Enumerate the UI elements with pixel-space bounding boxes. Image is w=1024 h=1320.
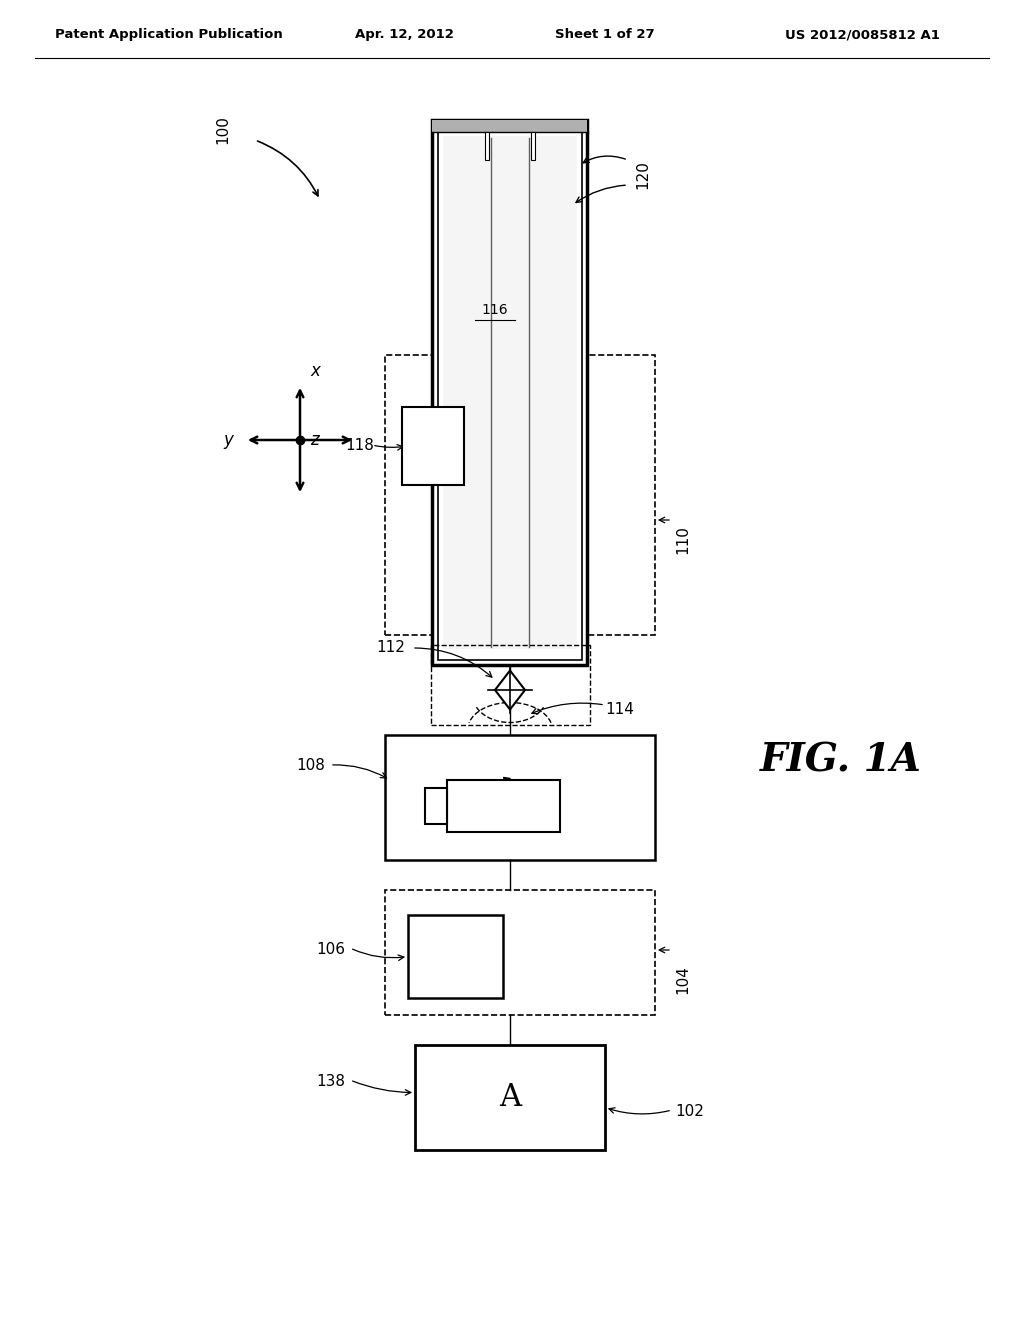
Bar	[385, 735, 655, 861]
Text: 114: 114	[605, 702, 634, 718]
Text: 118: 118	[345, 437, 374, 453]
Text: y: y	[223, 432, 233, 449]
Bar	[438, 125, 582, 660]
Text: 110: 110	[675, 525, 690, 554]
Text: 116: 116	[481, 304, 508, 317]
Text: 104: 104	[675, 965, 690, 994]
Bar	[415, 1045, 605, 1150]
Bar	[432, 120, 588, 665]
Text: 112: 112	[376, 640, 406, 656]
Text: 102: 102	[675, 1105, 703, 1119]
Bar	[385, 890, 655, 1015]
Text: Apr. 12, 2012: Apr. 12, 2012	[355, 28, 454, 41]
Text: Patent Application Publication: Patent Application Publication	[55, 28, 283, 41]
Bar	[385, 355, 655, 635]
Text: 138: 138	[316, 1074, 345, 1089]
Text: Sheet 1 of 27: Sheet 1 of 27	[555, 28, 654, 41]
Text: FIG. 1A: FIG. 1A	[760, 741, 922, 779]
Bar	[443, 136, 577, 649]
Text: 108: 108	[296, 758, 325, 772]
Bar	[447, 780, 560, 832]
Bar	[430, 645, 590, 725]
Bar	[484, 132, 488, 160]
Text: A: A	[499, 1082, 521, 1113]
Bar	[402, 407, 464, 484]
Polygon shape	[495, 671, 525, 710]
Text: z: z	[310, 432, 318, 449]
Text: 120: 120	[635, 161, 650, 190]
Text: US 2012/0085812 A1: US 2012/0085812 A1	[785, 28, 940, 41]
Text: 106: 106	[316, 942, 345, 957]
Bar	[408, 915, 503, 998]
Bar	[425, 788, 447, 824]
Bar	[432, 120, 588, 132]
Bar	[531, 132, 536, 160]
Text: x: x	[310, 362, 319, 380]
Text: 100: 100	[215, 116, 230, 144]
